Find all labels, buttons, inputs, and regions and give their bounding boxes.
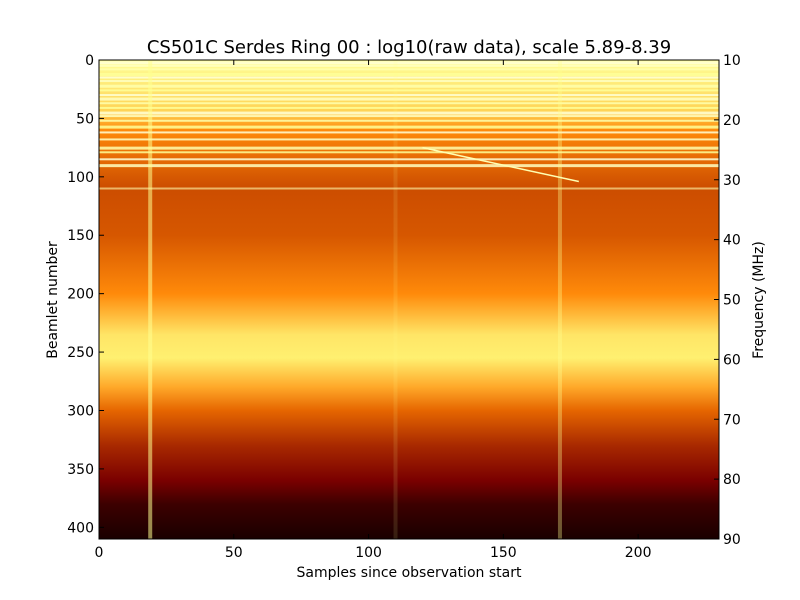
y-axis-right: 10 20 30 40 50 60 70 80 90 — [714, 53, 741, 548]
y2-tick-label: 40 — [723, 233, 741, 249]
bright-row — [99, 187, 719, 190]
y2-tick-label: 50 — [723, 293, 741, 309]
bright-row — [99, 89, 719, 92]
x-tick-label: 150 — [490, 545, 517, 561]
bright-row — [99, 64, 719, 67]
x-tick-label: 50 — [225, 545, 243, 561]
drifting-signal — [422, 146, 579, 183]
y-tick-label: 0 — [85, 53, 94, 69]
y-tick-label: 150 — [67, 228, 94, 244]
chart-title: CS501C Serdes Ring 00 : log10(raw data),… — [147, 37, 671, 58]
vertical-streak — [557, 60, 562, 539]
y-tick-label: 400 — [67, 520, 94, 536]
x-tick-label: 0 — [95, 545, 104, 561]
vertical-streak — [393, 60, 398, 539]
bright-row — [99, 111, 719, 115]
bright-row — [99, 138, 719, 141]
y2-axis-label: Frequency (MHz) — [751, 241, 767, 359]
y-tick-label: 50 — [76, 111, 94, 127]
bright-row — [99, 97, 719, 101]
bright-row — [99, 102, 719, 105]
bright-row — [99, 146, 719, 150]
y2-tick-label: 30 — [723, 173, 741, 189]
y2-tick-label: 20 — [723, 113, 741, 129]
bright-row — [99, 151, 719, 154]
bright-row — [99, 125, 719, 129]
y-tick-label: 200 — [67, 287, 94, 303]
y-tick-label: 300 — [67, 403, 94, 419]
bright-row — [99, 76, 719, 79]
y-tick-label: 250 — [67, 345, 94, 361]
bright-row — [99, 94, 719, 97]
y-tick-label: 100 — [67, 170, 94, 186]
heatmap-area — [99, 60, 719, 539]
bright-row — [99, 80, 719, 83]
x-tick-label: 100 — [355, 545, 382, 561]
y2-tick-label: 70 — [723, 412, 741, 428]
bright-row — [99, 119, 719, 122]
bright-row — [99, 84, 719, 88]
bright-row — [99, 106, 719, 109]
y-tick-label: 350 — [67, 462, 94, 478]
bright-rows — [99, 61, 719, 190]
vertical-streak — [148, 60, 153, 539]
x-axis: 0 50 100 150 200 — [95, 60, 652, 561]
bright-row — [99, 73, 719, 77]
y-axis-left: 0 50 100 150 200 250 300 350 400 — [67, 53, 104, 536]
bright-row — [99, 164, 719, 168]
y2-tick-label: 60 — [723, 352, 741, 368]
bright-row — [99, 115, 719, 118]
drift-line — [422, 146, 579, 183]
bright-row — [99, 68, 719, 71]
bright-row — [99, 158, 719, 161]
x-axis-label: Samples since observation start — [297, 565, 522, 581]
y2-tick-label: 10 — [723, 53, 741, 69]
y2-tick-label: 90 — [723, 532, 741, 548]
bright-row — [99, 61, 719, 65]
y2-tick-label: 80 — [723, 472, 741, 488]
x-tick-label: 200 — [625, 545, 652, 561]
bright-row — [99, 131, 719, 134]
y-axis-label: Beamlet number — [45, 241, 61, 359]
vertical-streaks — [148, 60, 562, 539]
